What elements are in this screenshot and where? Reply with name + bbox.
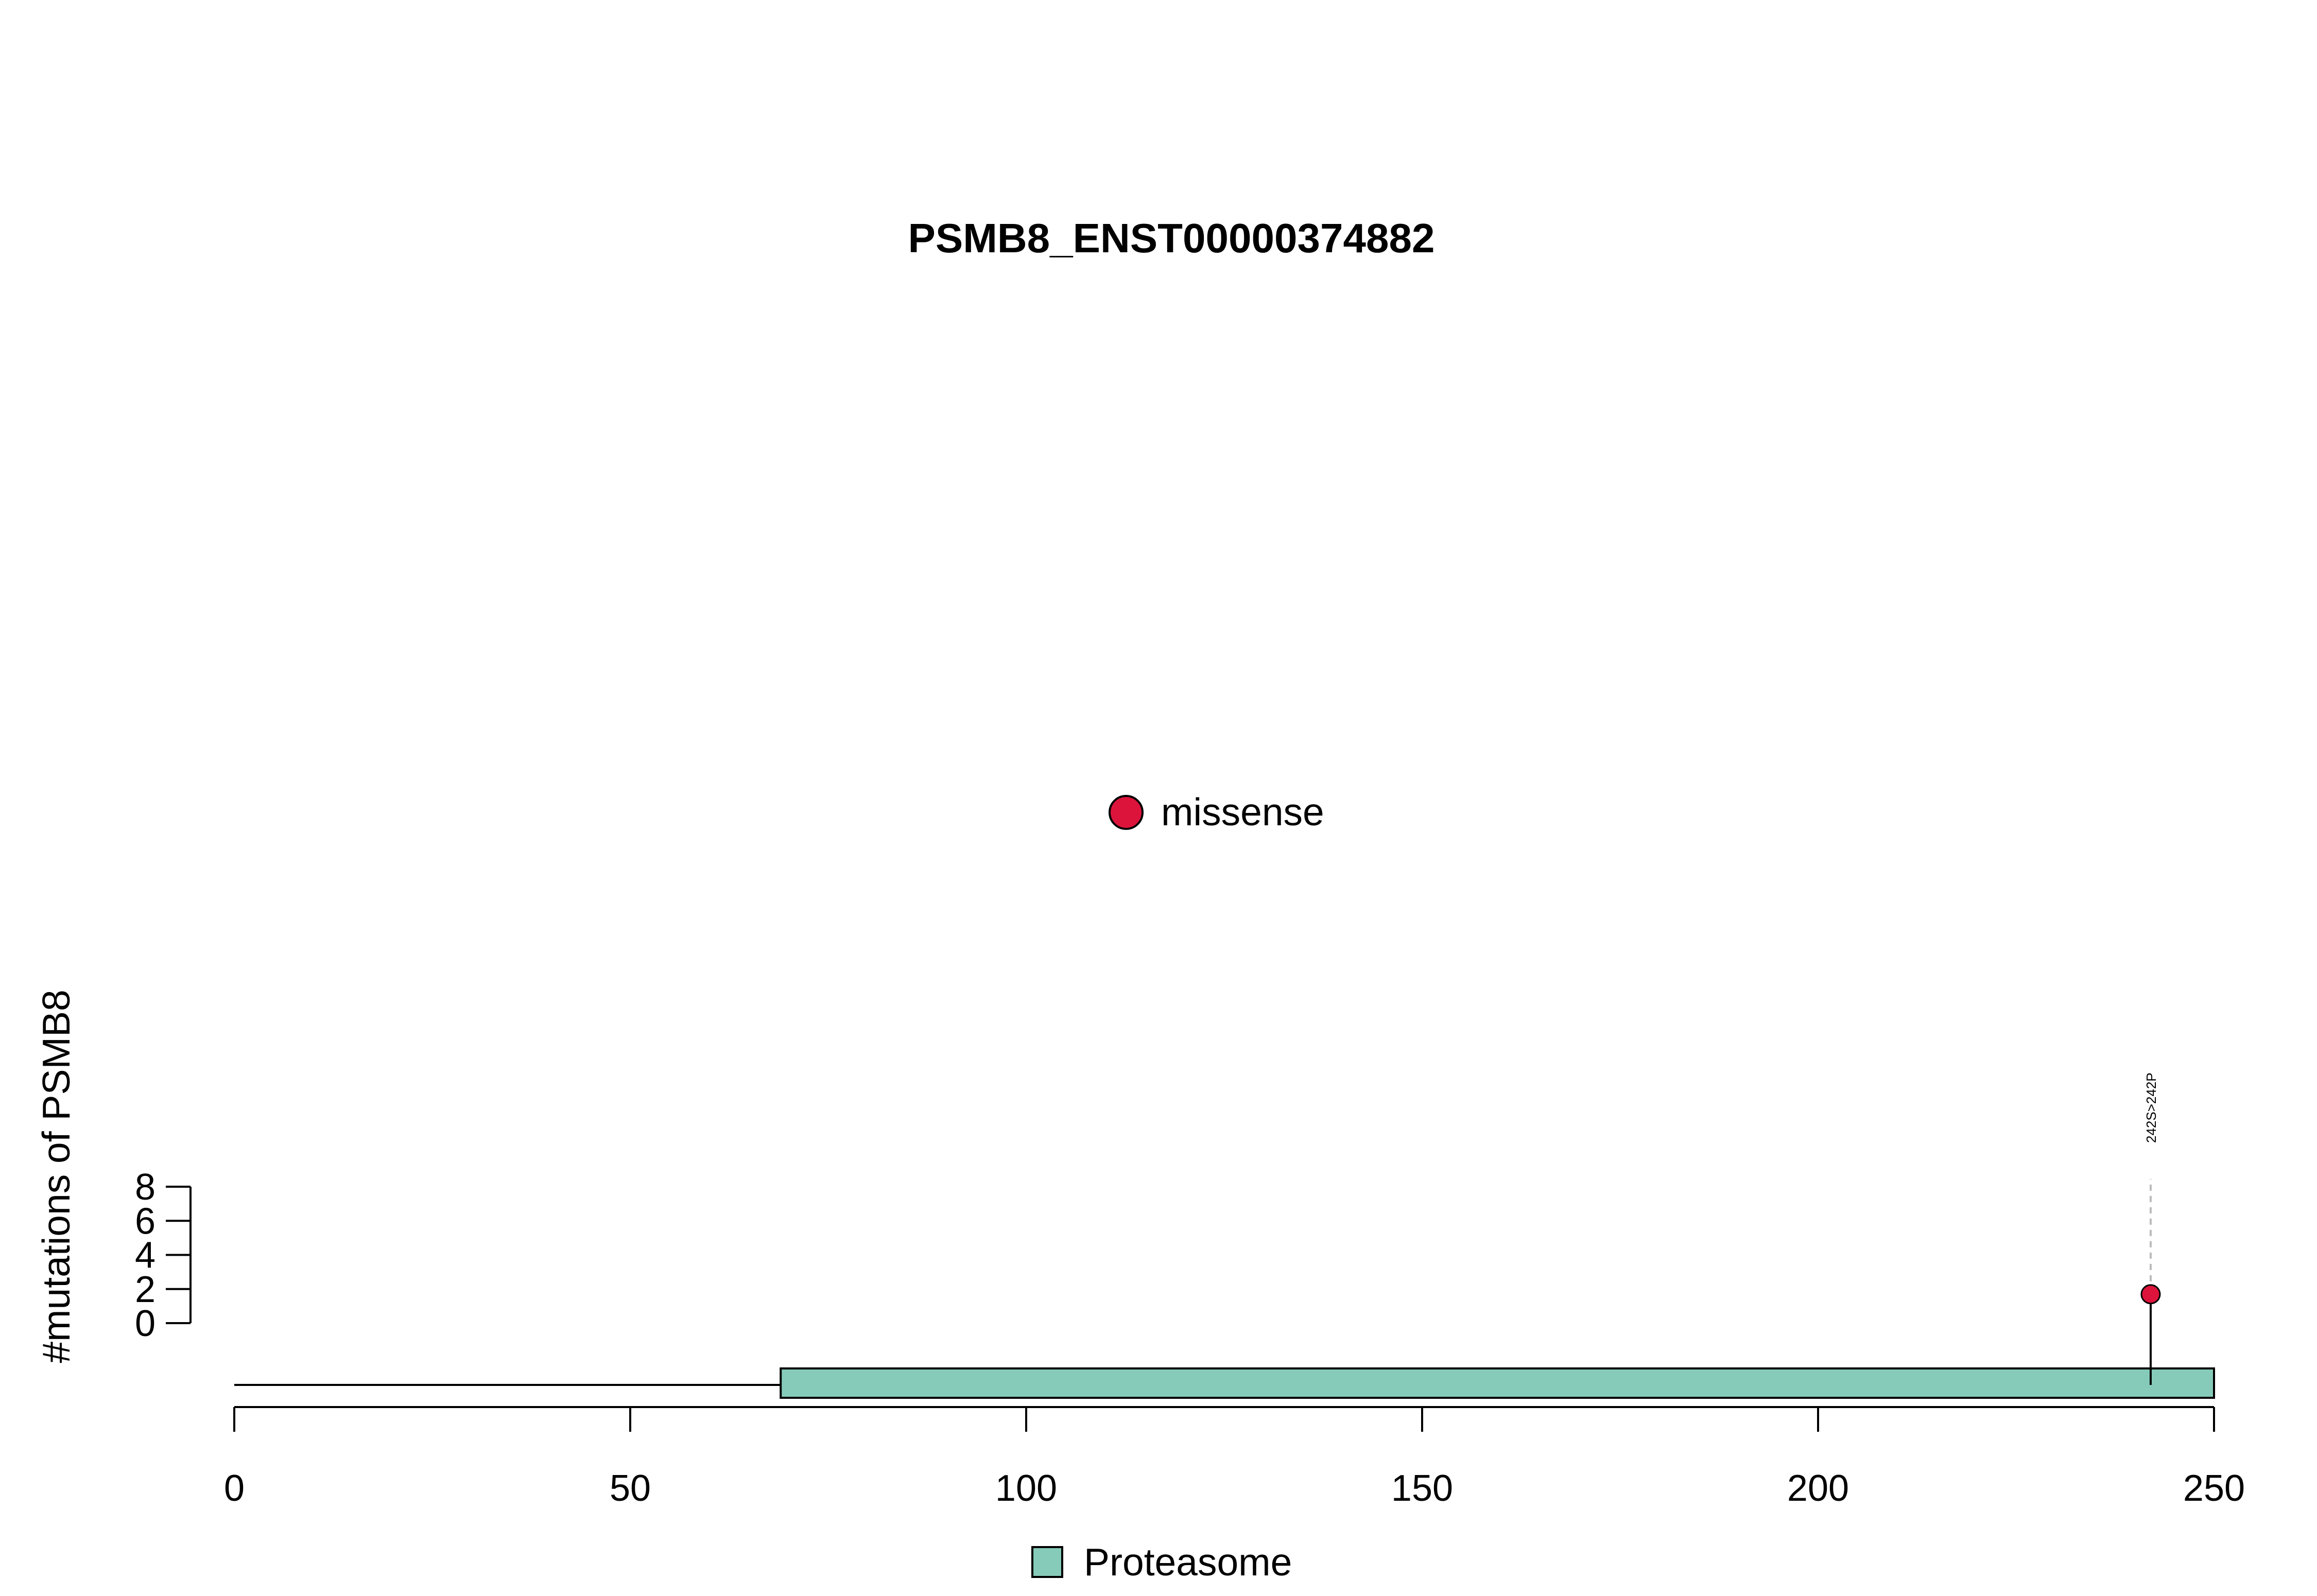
x-tick-label: 100 (995, 1468, 1057, 1509)
x-tick-label: 250 (2183, 1468, 2245, 1509)
y-tick-label: 4 (135, 1235, 155, 1276)
x-axis: 0 50 100 150 200 250 (224, 1406, 2245, 1509)
x-tick-label: 150 (1391, 1468, 1453, 1509)
mutation-legend: missense (1109, 790, 1324, 834)
mutation-point (2140, 1284, 2161, 1305)
domain-legend: Proteasome (1031, 1540, 1292, 1584)
protein-track (234, 1367, 2215, 1399)
domain-box (780, 1367, 2215, 1399)
mutation-label: 242S>242P (2143, 1072, 2159, 1143)
mutation-marks: 242S>242P (2140, 1072, 2161, 1385)
y-axis-label: #mutations of PSMB8 (34, 990, 78, 1363)
y-tick-label: 2 (135, 1269, 155, 1310)
x-tick-label: 50 (610, 1468, 651, 1509)
legend-domain-swatch (1031, 1546, 1063, 1578)
y-tick-label: 8 (135, 1167, 155, 1208)
legend-missense-swatch (1109, 795, 1144, 830)
chart-title: PSMB8_ENST00000374882 (908, 215, 1435, 261)
y-tick-label: 6 (135, 1201, 155, 1242)
x-tick-label: 200 (1787, 1468, 1849, 1509)
legend-domain-label: Proteasome (1084, 1540, 1292, 1584)
legend-missense-label: missense (1161, 790, 1324, 834)
y-tick-label: 0 (135, 1303, 155, 1344)
x-tick-label: 0 (224, 1468, 245, 1509)
